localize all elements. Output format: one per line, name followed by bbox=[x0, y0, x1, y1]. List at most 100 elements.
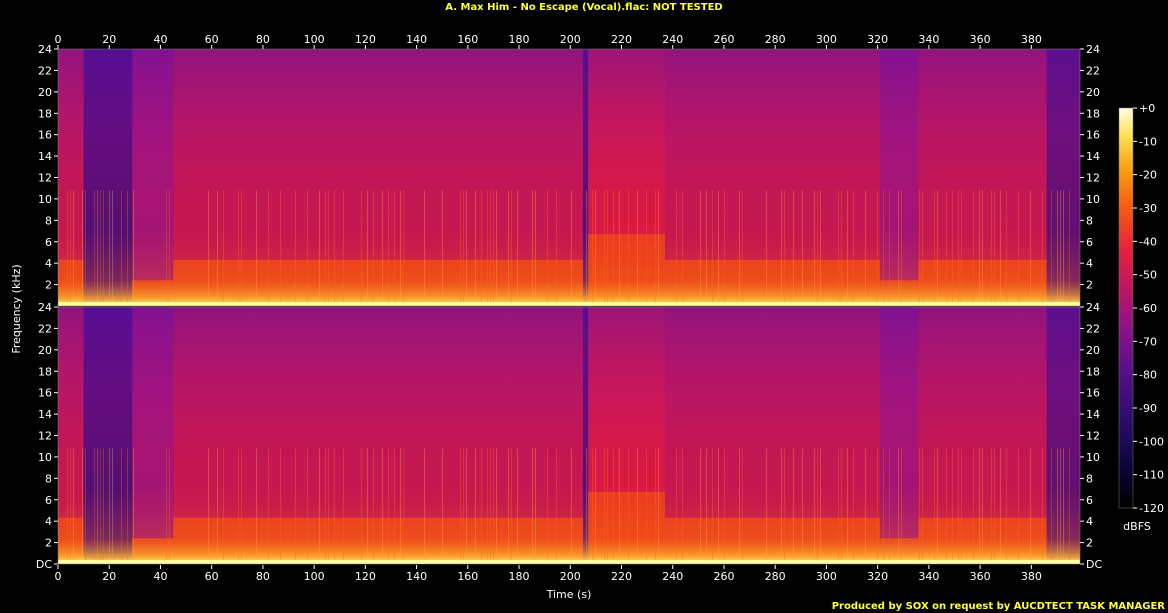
y-tick-12: 12 12 bbox=[38, 172, 1100, 185]
x-tick-label-top: 40 bbox=[153, 33, 167, 46]
x-tick-label-bottom: 340 bbox=[918, 570, 939, 583]
y-tick-label-right: 10 bbox=[1086, 451, 1100, 464]
x-tick-label-top: 20 bbox=[102, 33, 116, 46]
x-tick-label-bottom: 0 bbox=[55, 570, 62, 583]
x-tick-label-bottom: 260 bbox=[713, 570, 734, 583]
y-tick-label-right: 8 bbox=[1086, 214, 1093, 227]
x-tick-100: 100 100 bbox=[304, 33, 325, 583]
x-tick-380: 380 380 bbox=[1021, 33, 1042, 583]
x-tick-label-bottom: 100 bbox=[304, 570, 325, 583]
colorbar-tick-label: -20 bbox=[1139, 169, 1157, 182]
x-tick-label-bottom: 200 bbox=[560, 570, 581, 583]
colorbar bbox=[1118, 107, 1134, 509]
y-tick-label-left: 4 bbox=[45, 257, 52, 270]
x-tick-label-top: 60 bbox=[205, 33, 219, 46]
y-tick-label-left: 4 bbox=[45, 515, 52, 528]
y-tick-label-right: 16 bbox=[1086, 387, 1100, 400]
y-tick-label-right: 24 bbox=[1086, 43, 1100, 56]
y-tick-label-left: 2 bbox=[45, 537, 52, 550]
x-tick-140: 140 140 bbox=[406, 33, 427, 583]
colorbar-tick-label: +0 bbox=[1139, 102, 1155, 115]
y-tick-14: 14 14 bbox=[38, 408, 1100, 421]
x-tick-label-top: 280 bbox=[765, 33, 786, 46]
x-tick-label-bottom: 220 bbox=[611, 570, 632, 583]
colorbar-ticks: +0 -10 -20 -30 -40 -50 -60 -70 -80 -90 -100 -110 -12… bbox=[1133, 102, 1164, 515]
y-tick-label-right: 14 bbox=[1086, 408, 1100, 421]
y-tick-label-right: 6 bbox=[1086, 494, 1093, 507]
x-tick-label-top: 200 bbox=[560, 33, 581, 46]
colorbar-tick--50: -50 bbox=[1133, 269, 1157, 282]
colorbar-tick--110: -110 bbox=[1133, 469, 1164, 482]
x-tick-label-top: 140 bbox=[406, 33, 427, 46]
x-tick-label-bottom: 320 bbox=[867, 570, 888, 583]
y-tick-label-right: 22 bbox=[1086, 322, 1100, 335]
x-tick-label-bottom: 380 bbox=[1021, 570, 1042, 583]
y-tick-DC: DC DC bbox=[36, 558, 1103, 571]
y-tick-24: 24 24 bbox=[38, 43, 1100, 56]
colorbar-tick--20: -20 bbox=[1133, 169, 1157, 182]
colorbar-tick-label: -120 bbox=[1139, 502, 1164, 515]
y-tick-label-left: 12 bbox=[38, 172, 52, 185]
colorbar-tick-label: -50 bbox=[1139, 269, 1157, 282]
x-tick-label-bottom: 160 bbox=[457, 570, 478, 583]
dc-band bbox=[58, 302, 1080, 306]
y-tick-label-left: 6 bbox=[45, 236, 52, 249]
colorbar-tick-label: -60 bbox=[1139, 302, 1157, 315]
y-tick-label-left: 10 bbox=[38, 193, 52, 206]
x-tick-label-bottom: 80 bbox=[256, 570, 270, 583]
x-tick-180: 180 180 bbox=[509, 33, 530, 583]
colorbar-tick--90: -90 bbox=[1133, 402, 1157, 415]
y-tick-label-left: 8 bbox=[45, 214, 52, 227]
y-tick-label-left: 18 bbox=[38, 107, 52, 120]
panel-frame bbox=[57, 48, 1081, 307]
colorbar-tick-label: -40 bbox=[1139, 235, 1157, 248]
y-tick-12: 12 12 bbox=[38, 430, 1100, 443]
colorbar-tick-label: -90 bbox=[1139, 402, 1157, 415]
x-tick-label-bottom: 60 bbox=[205, 570, 219, 583]
x-tick-label-top: 380 bbox=[1021, 33, 1042, 46]
x-tick-label-bottom: 280 bbox=[765, 570, 786, 583]
y-tick-label-left: 24 bbox=[38, 43, 52, 56]
y-tick-10: 10 10 bbox=[38, 193, 1100, 206]
x-tick-240: 240 240 bbox=[662, 33, 683, 583]
x-tick-label-top: 0 bbox=[55, 33, 62, 46]
y-tick-label-right: 2 bbox=[1086, 279, 1093, 292]
y-tick-label-left: 20 bbox=[38, 86, 52, 99]
y-tick-20: 20 20 bbox=[38, 86, 1100, 99]
x-tick-80: 80 80 bbox=[256, 33, 270, 583]
dc-band bbox=[58, 560, 1080, 564]
x-tick-label-top: 220 bbox=[611, 33, 632, 46]
colorbar-tick--30: -30 bbox=[1133, 202, 1157, 215]
y-tick-label-left: 2 bbox=[45, 279, 52, 292]
x-tick-label-bottom: 180 bbox=[509, 570, 530, 583]
y-axis-label: Frequency (kHz) bbox=[10, 264, 23, 353]
channel-panel-1 bbox=[58, 49, 1080, 306]
y-tick-label-left: 8 bbox=[45, 472, 52, 485]
x-tick-200: 200 200 bbox=[560, 33, 581, 583]
frequency-gradient bbox=[58, 307, 1080, 564]
channel-panel-2 bbox=[58, 307, 1080, 564]
y-tick-label-left: 20 bbox=[38, 344, 52, 357]
spectrogram-panels bbox=[58, 49, 1080, 564]
y-tick-22: 22 22 bbox=[38, 322, 1100, 335]
colorbar-tick--70: -70 bbox=[1133, 335, 1157, 348]
x-tick-320: 320 320 bbox=[867, 33, 888, 583]
x-tick-120: 120 120 bbox=[355, 33, 376, 583]
colorbar-tick--10: -10 bbox=[1133, 135, 1157, 148]
x-tick-160: 160 160 bbox=[457, 33, 478, 583]
x-tick-60: 60 60 bbox=[205, 33, 219, 583]
colorbar-tick--120: -120 bbox=[1133, 502, 1164, 515]
colorbar-tick-label: -10 bbox=[1139, 135, 1157, 148]
x-tick-label-top: 180 bbox=[509, 33, 530, 46]
colorbar-label: dBFS bbox=[1123, 520, 1151, 533]
colorbar-tick--40: -40 bbox=[1133, 235, 1157, 248]
y-tick-label-right: 20 bbox=[1086, 86, 1100, 99]
y-tick-label-left: 16 bbox=[38, 387, 52, 400]
colorbar-tick-+0: +0 bbox=[1133, 102, 1155, 115]
